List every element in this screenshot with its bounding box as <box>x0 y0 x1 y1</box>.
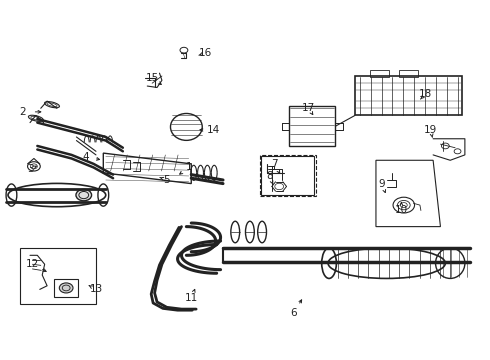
Text: 6: 6 <box>291 308 297 318</box>
Text: 10: 10 <box>395 206 408 216</box>
Text: 4: 4 <box>83 152 90 162</box>
Bar <box>355 76 463 116</box>
Text: 1: 1 <box>186 162 192 172</box>
Bar <box>54 279 78 297</box>
Text: 9: 9 <box>378 179 385 189</box>
Bar <box>369 70 389 77</box>
Text: 18: 18 <box>419 89 432 99</box>
Bar <box>289 107 335 146</box>
Text: 13: 13 <box>89 284 102 294</box>
Text: 12: 12 <box>26 259 39 269</box>
Text: 15: 15 <box>146 73 159 83</box>
Circle shape <box>76 189 92 201</box>
Text: 2: 2 <box>20 107 26 117</box>
Text: 16: 16 <box>199 48 213 58</box>
Circle shape <box>59 283 73 293</box>
Text: 8: 8 <box>266 171 273 181</box>
Text: 11: 11 <box>185 293 198 303</box>
Text: 19: 19 <box>424 125 437 135</box>
Text: 17: 17 <box>302 103 315 113</box>
Text: 5: 5 <box>164 175 170 185</box>
Text: 3: 3 <box>26 164 33 174</box>
Text: 7: 7 <box>271 159 278 169</box>
Bar <box>399 70 418 77</box>
Bar <box>260 155 316 196</box>
Bar <box>20 248 96 304</box>
Bar <box>261 156 315 195</box>
Text: 14: 14 <box>207 125 220 135</box>
